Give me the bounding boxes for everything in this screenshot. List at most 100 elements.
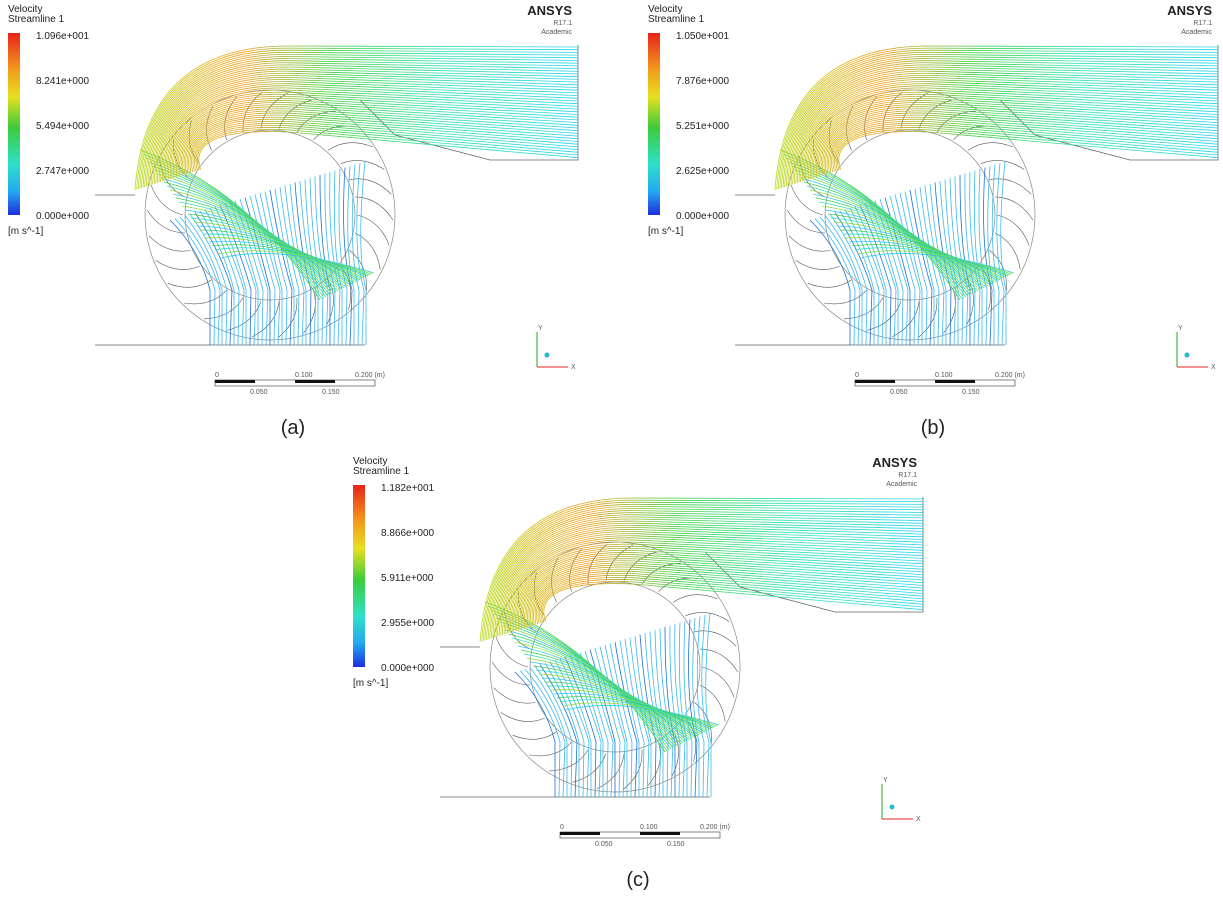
runner-inner xyxy=(530,582,700,752)
blade xyxy=(673,595,717,603)
scale-segment xyxy=(855,380,895,383)
scale-label: 0.100 xyxy=(640,824,658,831)
blade xyxy=(694,631,736,646)
streamline xyxy=(702,615,709,797)
blade xyxy=(168,280,212,288)
blade xyxy=(997,215,1029,245)
streamline xyxy=(831,121,1218,172)
scale-label: 0.050 xyxy=(250,389,268,396)
z-axis xyxy=(890,805,895,810)
blade xyxy=(328,143,372,151)
scale-label: 0.200 (m) xyxy=(355,372,385,379)
color-bar xyxy=(353,485,365,667)
blade xyxy=(149,236,191,251)
streamline xyxy=(542,582,923,623)
blade xyxy=(340,160,384,169)
blade xyxy=(796,260,840,269)
streamline xyxy=(184,111,578,175)
legend-label: 0.000e+000 xyxy=(36,211,90,222)
blade xyxy=(980,160,1024,169)
scale-label: 0 xyxy=(855,372,859,379)
scale-label: 0 xyxy=(215,372,219,379)
logo-edition: Academic xyxy=(886,481,917,488)
streamline xyxy=(810,220,850,345)
blade xyxy=(572,754,606,783)
blade xyxy=(494,688,536,703)
scale-label: 0.150 xyxy=(962,389,980,396)
blade xyxy=(357,215,389,245)
blade xyxy=(303,290,315,333)
legend-label: 1.182e+001 xyxy=(381,483,435,494)
legend-label: 1.096e+001 xyxy=(36,31,90,42)
blade xyxy=(227,302,261,331)
axis-label: Y xyxy=(1178,325,1183,332)
scale-bar: 00.1000.200 (m)0.0500.150 xyxy=(855,372,1025,396)
streamline xyxy=(997,163,1004,345)
blade xyxy=(156,260,200,269)
color-bar xyxy=(648,33,660,215)
blade xyxy=(501,712,545,721)
legend-subtitle: Streamline 1 xyxy=(353,466,410,477)
scale-segment xyxy=(295,380,335,383)
logo-version: R17.1 xyxy=(898,472,917,479)
scale-segment xyxy=(935,380,975,383)
streamline xyxy=(529,563,923,627)
legend-unit: [m s^-1] xyxy=(648,226,683,237)
scale-segment xyxy=(215,380,255,383)
streamline xyxy=(536,573,923,624)
scale-label: 0.150 xyxy=(667,841,685,848)
streamline xyxy=(170,220,210,345)
axis-label: X xyxy=(916,816,921,823)
axis-label: Y xyxy=(883,777,888,784)
legend-label: 5.911e+000 xyxy=(381,573,434,584)
blade xyxy=(867,302,901,331)
axis-label: X xyxy=(1211,364,1216,371)
runner-inner xyxy=(185,130,355,300)
legend-subtitle: Streamline 1 xyxy=(648,14,705,25)
panel: VelocityStreamline 11.182e+0018.866e+000… xyxy=(353,455,923,891)
legend-label: 5.494e+000 xyxy=(36,121,90,132)
logo-edition: Academic xyxy=(541,29,572,36)
z-axis xyxy=(545,353,550,358)
logo-edition: Academic xyxy=(1181,29,1212,36)
legend-label: 1.050e+001 xyxy=(676,31,730,42)
scale-label: 0.100 xyxy=(295,372,313,379)
panel: VelocityStreamline 11.050e+0017.876e+000… xyxy=(648,3,1218,439)
turbine-geometry xyxy=(735,45,1218,345)
scale-label: 0.050 xyxy=(890,389,908,396)
legend-label: 5.251e+000 xyxy=(676,121,730,132)
legend-label: 0.000e+000 xyxy=(676,211,730,222)
legend-label: 8.241e+000 xyxy=(36,76,90,87)
streamline xyxy=(357,163,364,345)
legend-label: 2.955e+000 xyxy=(381,618,435,629)
streamline xyxy=(515,672,555,797)
streamline xyxy=(191,121,578,172)
scale-label: 0.100 xyxy=(935,372,953,379)
blade xyxy=(513,732,557,740)
streamline xyxy=(837,130,1218,171)
streamline xyxy=(984,168,992,346)
legend-label: 2.625e+000 xyxy=(676,166,730,177)
figure: VelocityStreamline 11.096e+0018.241e+000… xyxy=(0,0,1223,899)
legend-label: 2.747e+000 xyxy=(36,166,90,177)
blade xyxy=(943,290,955,333)
scale-bar: 00.1000.200 (m)0.0500.150 xyxy=(215,372,385,396)
axis-label: Y xyxy=(538,325,543,332)
axis-label: X xyxy=(571,364,576,371)
blade xyxy=(648,742,660,785)
axis-triad: YX xyxy=(882,777,921,823)
legend-subtitle: Streamline 1 xyxy=(8,14,65,25)
blade xyxy=(685,612,729,621)
legend-unit: [m s^-1] xyxy=(8,226,43,237)
streamline xyxy=(197,130,578,171)
logo-name: ANSYS xyxy=(1167,3,1212,18)
caption: (b) xyxy=(921,417,945,439)
streamline xyxy=(600,647,625,798)
scale-segment xyxy=(640,832,680,835)
streamline xyxy=(148,63,578,186)
legend-label: 7.876e+000 xyxy=(676,76,730,87)
caption: (c) xyxy=(626,869,649,891)
streamline xyxy=(895,195,920,346)
axis-triad: YX xyxy=(537,325,576,371)
